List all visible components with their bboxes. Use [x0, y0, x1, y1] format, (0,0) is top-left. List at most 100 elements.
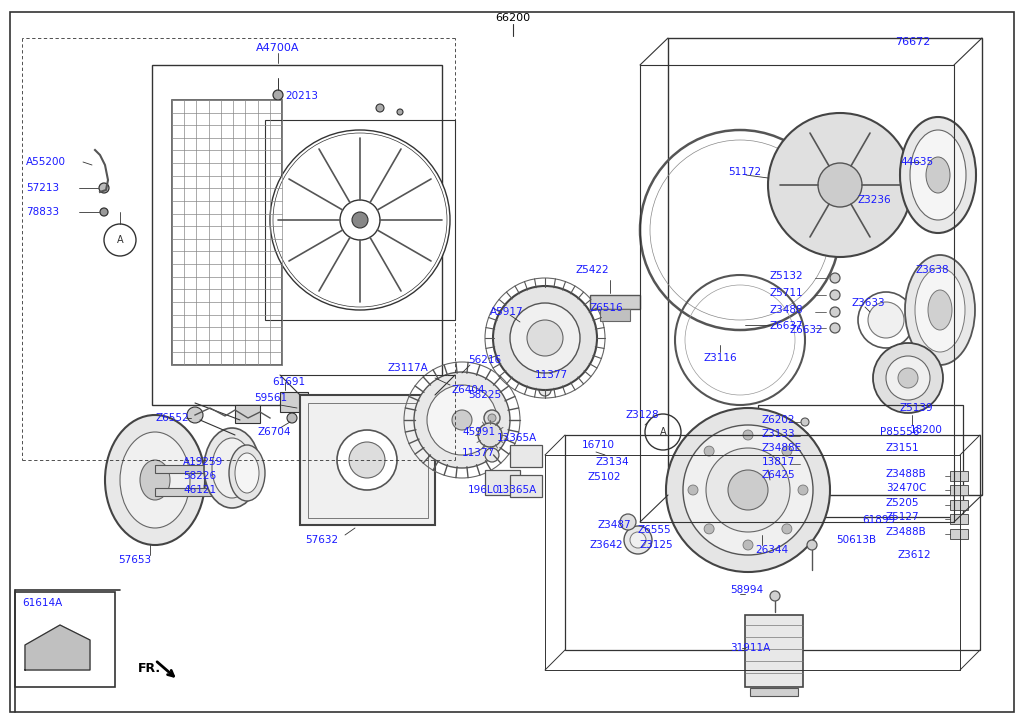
Text: Z3134: Z3134: [596, 457, 630, 467]
Circle shape: [104, 224, 136, 256]
Text: 58226: 58226: [183, 471, 216, 481]
Text: 13365A: 13365A: [497, 485, 538, 495]
Circle shape: [706, 448, 790, 532]
Circle shape: [728, 470, 768, 510]
Circle shape: [427, 385, 497, 455]
Circle shape: [886, 356, 930, 400]
Circle shape: [478, 423, 502, 447]
Text: Z3487: Z3487: [598, 520, 632, 530]
Text: P85556: P85556: [880, 427, 919, 437]
Bar: [950, 514, 968, 524]
Circle shape: [743, 540, 753, 550]
Circle shape: [801, 432, 808, 440]
Circle shape: [807, 540, 817, 550]
Bar: [758, 405, 963, 517]
Circle shape: [666, 408, 830, 572]
Ellipse shape: [926, 157, 950, 193]
Circle shape: [187, 407, 203, 423]
Text: 61899: 61899: [862, 515, 895, 525]
Text: Z3116: Z3116: [704, 353, 738, 363]
Text: 13817: 13817: [762, 457, 795, 467]
Text: A5917: A5917: [490, 307, 523, 317]
Bar: [485, 470, 520, 495]
Circle shape: [494, 286, 597, 390]
Bar: [265, 120, 455, 320]
Circle shape: [830, 323, 840, 333]
Ellipse shape: [140, 460, 170, 500]
Text: 13365A: 13365A: [497, 433, 538, 443]
Text: A19259: A19259: [183, 457, 224, 467]
Circle shape: [645, 414, 681, 450]
Text: A55200: A55200: [26, 157, 66, 167]
Circle shape: [415, 372, 510, 468]
Text: 196L0: 196L0: [468, 485, 500, 495]
Circle shape: [352, 212, 368, 228]
Text: 46121: 46121: [183, 485, 216, 495]
Circle shape: [485, 448, 499, 462]
Text: 32470C: 32470C: [886, 483, 926, 493]
Text: Z6425: Z6425: [762, 470, 795, 480]
Circle shape: [397, 109, 403, 115]
Text: Z3125: Z3125: [640, 540, 674, 550]
Text: 57632: 57632: [305, 535, 339, 545]
Text: 16710: 16710: [582, 440, 615, 450]
Text: 18200: 18200: [910, 425, 943, 435]
Bar: [300, 395, 435, 525]
Text: Z5127: Z5127: [886, 512, 919, 522]
Circle shape: [100, 208, 108, 216]
Text: 56216: 56216: [468, 355, 501, 365]
Circle shape: [688, 485, 698, 495]
Bar: [750, 688, 798, 696]
Text: Z3488B: Z3488B: [886, 469, 926, 479]
Ellipse shape: [235, 453, 259, 493]
Circle shape: [898, 368, 918, 388]
Circle shape: [818, 163, 862, 207]
Circle shape: [349, 442, 385, 478]
Bar: [745, 615, 803, 687]
Circle shape: [768, 113, 912, 257]
Text: Z5132: Z5132: [770, 271, 803, 281]
Bar: [155, 488, 215, 496]
Text: 11377: 11377: [535, 370, 568, 380]
Bar: [565, 435, 980, 650]
Text: Z3488B: Z3488B: [886, 527, 926, 537]
Text: 45991: 45991: [462, 427, 496, 437]
Ellipse shape: [120, 432, 190, 528]
Ellipse shape: [915, 268, 965, 352]
Text: A: A: [117, 235, 123, 245]
Text: 57213: 57213: [26, 183, 60, 193]
Text: 51172: 51172: [728, 167, 761, 177]
Text: Z5422: Z5422: [575, 265, 608, 275]
Circle shape: [858, 292, 914, 348]
Circle shape: [488, 414, 496, 422]
Polygon shape: [25, 625, 90, 670]
Text: Z5711: Z5711: [770, 288, 803, 298]
Text: Z5102: Z5102: [587, 472, 621, 482]
Bar: [600, 309, 630, 321]
Text: Z3638: Z3638: [915, 265, 949, 275]
Text: 26344: 26344: [755, 545, 788, 555]
Text: Z3128: Z3128: [625, 410, 659, 420]
Circle shape: [98, 183, 109, 193]
Text: 20213: 20213: [285, 91, 318, 101]
Text: 58225: 58225: [468, 390, 501, 400]
Text: Z3133: Z3133: [762, 429, 795, 439]
Ellipse shape: [900, 117, 976, 233]
Circle shape: [452, 410, 472, 430]
Circle shape: [270, 130, 450, 310]
Text: 78833: 78833: [26, 207, 60, 217]
Text: 11377: 11377: [462, 448, 496, 458]
Bar: [950, 471, 968, 481]
Ellipse shape: [229, 445, 265, 501]
Circle shape: [801, 446, 808, 454]
Bar: [950, 485, 968, 495]
Bar: [155, 465, 215, 473]
Bar: [950, 500, 968, 510]
Bar: [308, 403, 428, 518]
Circle shape: [620, 514, 636, 530]
Text: Z3117A: Z3117A: [387, 363, 428, 373]
Circle shape: [801, 460, 808, 468]
Text: Z3642: Z3642: [590, 540, 624, 550]
Ellipse shape: [105, 415, 205, 545]
Bar: [235, 405, 260, 423]
